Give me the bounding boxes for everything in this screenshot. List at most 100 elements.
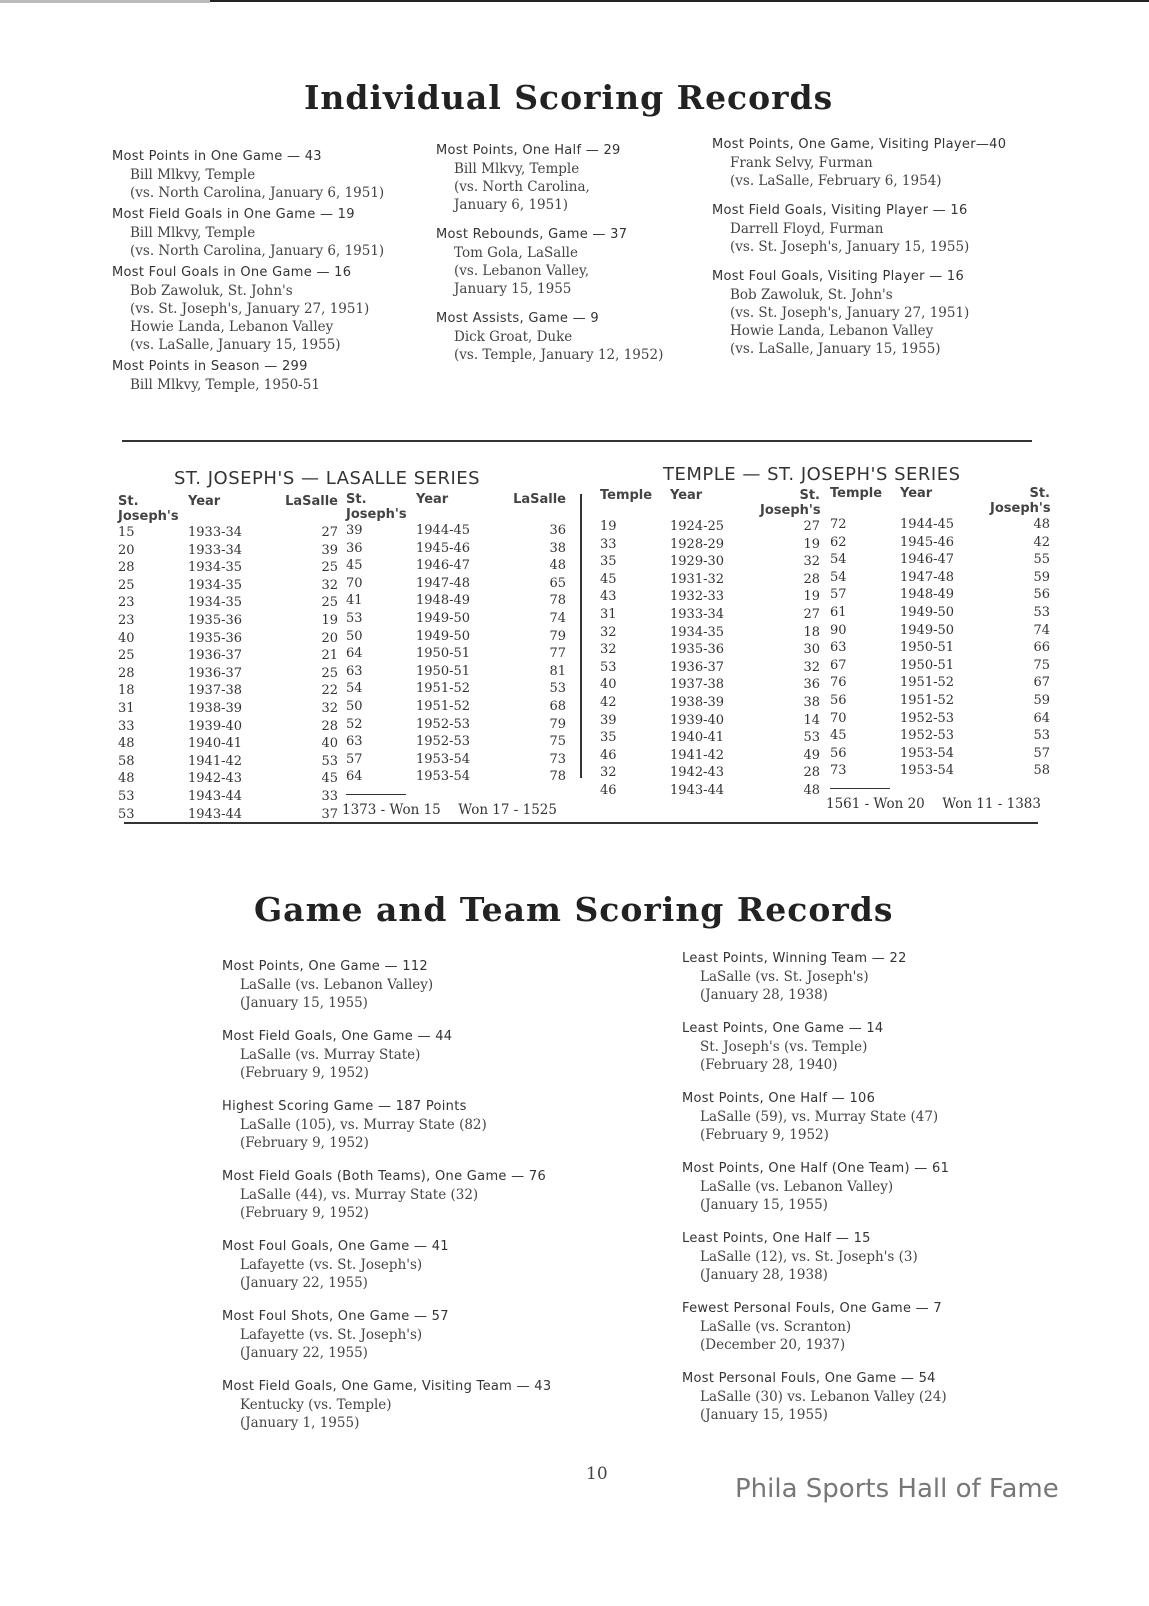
page-number: 10 [586,1464,608,1484]
total-right: Won 11 - 1383 [942,795,1041,812]
table-row: 28 1934-35 25 [118,559,338,577]
table-cell: 1938-39 [188,700,243,716]
series-title: TEMPLE — ST. JOSEPH'S SERIES [663,464,961,485]
table-cell: 1936-37 [188,648,243,664]
table-row: 23 1934-35 25 [118,594,338,612]
column-header: St. Joseph's [760,488,821,518]
table-row: 33 1928-29 19 [600,536,820,554]
table-cell: 57 [1033,745,1050,761]
table-cell: 32 [803,554,820,570]
table-cell: 1949-50 [416,610,471,626]
table-cell: 59 [1033,569,1050,585]
record-entry: Most Points in Season — 299 Bill Mlkvy, T… [112,358,412,394]
table-cell: 38 [803,694,820,710]
record-title: Most Field Goals (Both Teams), One Game … [222,1169,547,1184]
table-cell: 1953-54 [900,745,955,761]
record-title: Most Points in Season — 299 [112,359,308,374]
table-row: 72 1944-45 48 [830,516,1050,534]
table-row: 54 1946-47 55 [830,551,1050,569]
table-cell: 74 [549,610,566,626]
table-cell: 32 [321,700,338,716]
divider [122,440,1032,442]
table-cell: 38 [549,540,566,556]
table-cell: 81 [549,663,566,679]
record-entry: Least Points, One Game — 14 St. Joseph's … [682,1020,1062,1074]
record-entry: Most Points, One Game — 112 LaSalle (vs. … [222,958,622,1012]
table-row: 45 1952-53 53 [830,727,1050,745]
table-cell: 1951-52 [416,681,471,697]
table-cell: 21 [321,648,338,664]
record-detail: Bill Mlkvy, Temple [130,167,256,183]
series-table-half: Temple Year St. Joseph's 72 1944-45 48 62 1945-… [826,486,1051,812]
table-row: 36 1945-46 38 [346,540,566,558]
table-cell: 46 [600,782,617,798]
table-cell: 63 [346,734,363,750]
table-cell: 65 [549,575,566,591]
table-cell: 33 [321,788,338,804]
table-cell: 27 [321,525,338,540]
table-row: 46 1943-44 48 [600,782,820,800]
table-cell: 1953-54 [416,769,471,785]
table-cell: 15 [118,525,135,540]
record-entry: Most Foul Shots, One Game — 57 Lafayette … [222,1308,622,1362]
column-header: Temple [830,486,883,501]
table-row: 32 1942-43 28 [600,764,820,782]
table-row: 70 1947-48 65 [346,575,566,593]
record-detail: January 15, 1955 [454,281,572,297]
record-detail: Bill Mlkvy, Temple [130,225,256,241]
table-row: 50 1949-50 79 [346,628,566,646]
table-cell: 28 [118,665,135,681]
table-cell: 75 [1033,657,1050,673]
record-entry: Most Points, One Game, Visiting Player—4… [712,136,1042,190]
table-cell: 1935-36 [670,642,725,658]
record-detail: (January 22, 1955) [240,1275,368,1291]
table-cell: 48 [549,558,566,574]
series-title: ST. JOSEPH'S — LASALLE SERIES [174,468,481,489]
record-entry: Most Foul Goals, One Game — 41 Lafayette … [222,1238,622,1292]
table-row: 31 1933-34 27 [600,606,820,624]
record-detail: (February 9, 1952) [240,1205,369,1221]
table-cell: 1939-40 [670,712,725,728]
table-cell: 67 [1033,675,1050,691]
table-cell: 53 [600,659,617,675]
table-row: 63 1952-53 75 [346,733,566,751]
table-cell: 79 [549,716,566,732]
record-detail: Kentucky (vs. Temple) [240,1397,392,1413]
record-title: Least Points, Winning Team — 22 [682,951,907,966]
record-title: Highest Scoring Game — 187 Points [222,1099,467,1114]
table-row: 53 1943-44 33 [118,788,338,806]
record-title: Least Points, One Game — 14 [682,1021,884,1036]
record-detail: Bill Mlkvy, Temple, 1950-51 [130,377,320,393]
table-cell: 36 [346,540,363,556]
record-title: Most Points, One Game, Visiting Player—4… [712,137,1007,152]
record-detail: (vs. St. Joseph's, January 27, 1951) [130,301,370,317]
table-cell: 53 [803,730,820,746]
table-cell: 23 [118,595,135,611]
table-cell: 1934-35 [188,577,243,593]
table-cell: 53 [118,788,135,804]
record-entry: Most Foul Goals in One Game — 16 Bob Zawo… [112,264,412,354]
record-entry: Least Points, Winning Team — 22 LaSalle (… [682,950,1062,1004]
table-row: 19 1924-25 27 [600,518,820,536]
table-row: 53 1936-37 32 [600,659,820,677]
table-cell: 73 [549,751,566,767]
table-cell: 1952-53 [900,710,955,726]
table-row: 25 1934-35 32 [118,577,338,595]
table-cell: 74 [1033,622,1050,638]
table-cell: 53 [1033,604,1050,620]
table-cell: 72 [830,517,847,532]
table-cell: 1952-53 [416,734,471,750]
table-cell: 50 [346,628,363,644]
total-left: 1373 - Won 15 [342,801,441,818]
table-cell: 18 [118,683,135,699]
table-cell: 1945-46 [416,540,471,556]
table-row: 39 1939-40 14 [600,712,820,730]
table-cell: 45 [321,771,338,787]
watermark: Phila Sports Hall of Fame [735,1474,1059,1504]
table-cell: 37 [321,806,338,822]
table-row: 57 1953-54 73 [346,751,566,769]
record-detail: (January 28, 1938) [700,987,828,1003]
record-detail: (January 15, 1955) [240,995,368,1011]
table-cell: 32 [600,624,617,640]
table-cell: 48 [118,736,135,752]
